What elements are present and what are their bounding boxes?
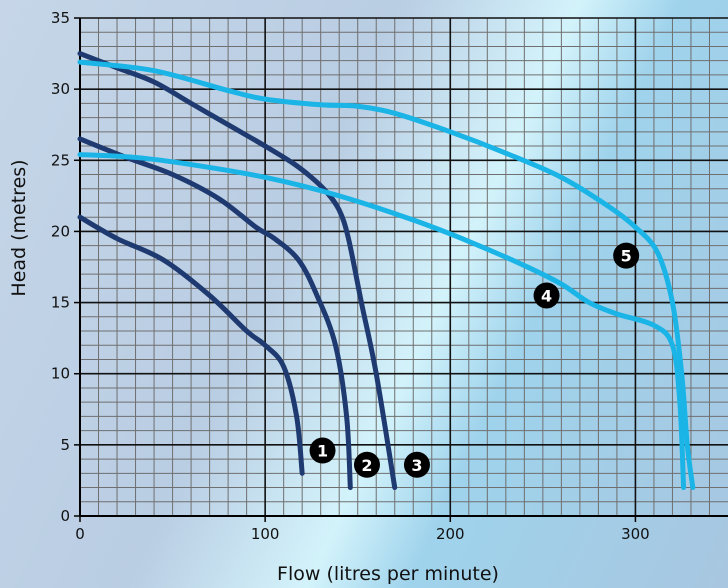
x-tick-label: 200 xyxy=(436,525,465,543)
x-axis-title: Flow (litres per minute) xyxy=(277,563,499,585)
markers-group: 1 2 3 4 5 xyxy=(309,242,640,478)
curve-marker-5 xyxy=(613,242,640,269)
y-tick-label: 25 xyxy=(51,151,70,169)
series-group xyxy=(77,51,696,491)
y-tick-label: 10 xyxy=(51,365,70,383)
curve-marker-label-2: 2 xyxy=(361,456,372,475)
y-tick-label: 20 xyxy=(51,222,70,240)
x-tick-label: 300 xyxy=(621,525,650,543)
y-tick-label: 35 xyxy=(51,9,70,27)
curve-marker-label-4: 4 xyxy=(541,286,552,305)
series-line-1 xyxy=(77,214,305,476)
y-tick-label: 30 xyxy=(51,80,70,98)
curve-marker-1 xyxy=(309,437,336,464)
x-tick-label: 100 xyxy=(251,525,280,543)
series-line-4 xyxy=(77,152,687,491)
curve-marker-label-1: 1 xyxy=(317,442,328,461)
curve-marker-label-3: 3 xyxy=(411,456,422,475)
series-line-5 xyxy=(77,59,696,491)
y-axis-title: Head (metres) xyxy=(8,159,30,296)
curve-marker-3 xyxy=(403,451,430,478)
y-tick-label: 0 xyxy=(60,507,70,525)
y-tick-label: 5 xyxy=(60,436,70,454)
curve-marker-4 xyxy=(533,282,560,309)
curve-marker-2 xyxy=(353,451,380,478)
y-tick-label: 15 xyxy=(51,294,70,312)
series-line-3 xyxy=(77,51,398,491)
series-line-2 xyxy=(77,136,353,491)
curve-marker-label-5: 5 xyxy=(621,247,632,266)
x-tick-label: 0 xyxy=(75,525,85,543)
